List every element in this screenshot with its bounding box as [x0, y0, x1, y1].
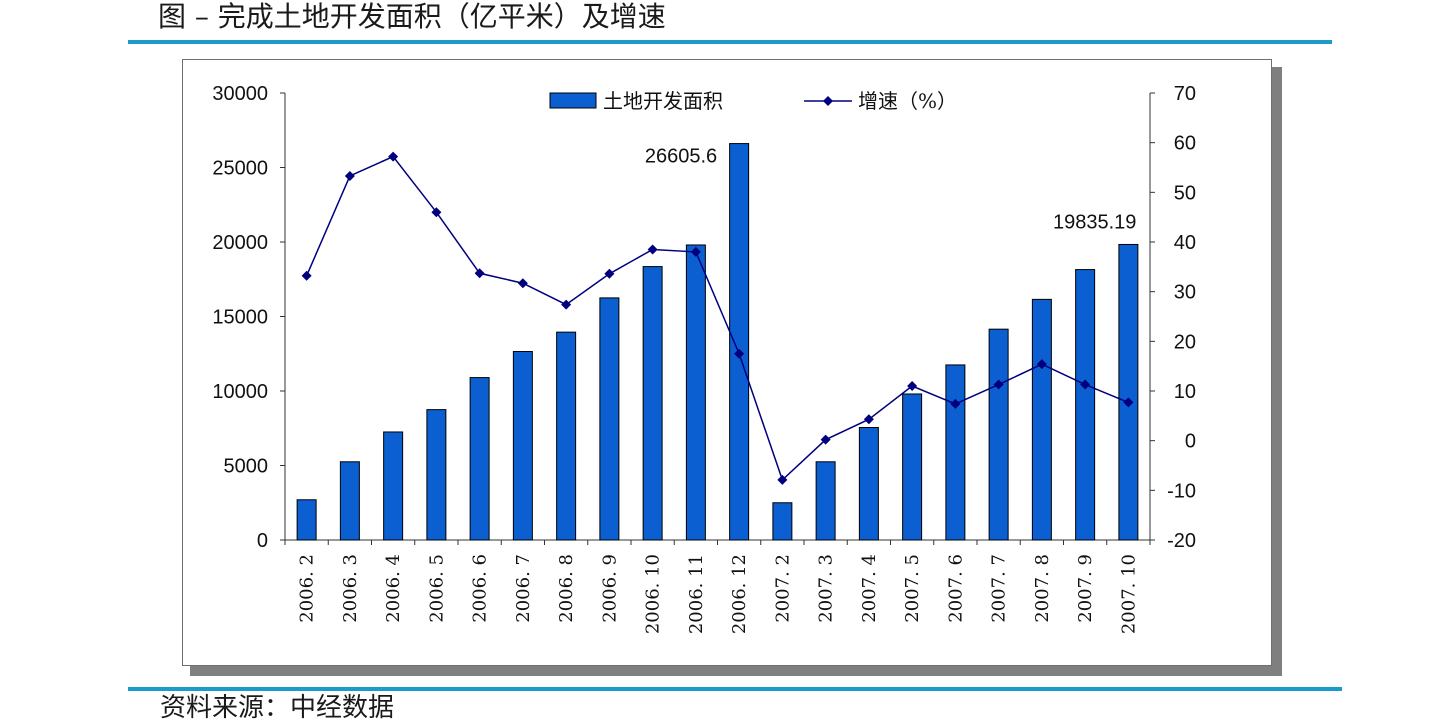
- bar: [512, 351, 533, 541]
- x-axis-tick-label: 2007. 8: [1032, 554, 1053, 623]
- left-axis-tick-label: 10000: [212, 381, 268, 403]
- legend-bar-label: 土地开发面积: [603, 89, 723, 113]
- bar: [383, 431, 404, 541]
- x-axis-tick-label: 2006. 11: [686, 554, 707, 634]
- left-axis-tick-label: 15000: [212, 307, 268, 329]
- right-axis-tick-label: 10: [1174, 381, 1196, 403]
- bar: [469, 377, 490, 541]
- growth-point: [907, 381, 918, 392]
- right-axis-tick-label: 50: [1174, 182, 1196, 204]
- right-axis-tick-label: -10: [1167, 480, 1196, 502]
- bottom-divider: [128, 687, 1342, 691]
- x-axis-tick-label: 2007. 4: [859, 554, 880, 623]
- bar: [858, 427, 879, 541]
- x-axis-tick-label: 2006. 6: [470, 554, 491, 623]
- legend-line-label: 增速（%）: [858, 89, 957, 113]
- right-axis-tick-label: 0: [1185, 431, 1196, 453]
- growth-line: [305, 155, 1129, 482]
- chart: 0 5000 10000 15000 20000 25000 30000 -20 -10 0 10 2…: [212, 83, 1196, 634]
- bar: [599, 297, 620, 541]
- growth-point: [647, 244, 658, 255]
- bar: [642, 266, 663, 541]
- x-axis-tick-label: 2006. 10: [643, 554, 664, 634]
- x-axis-tick-label: 2007. 7: [989, 554, 1010, 623]
- bar: [945, 364, 966, 541]
- left-axis-tick-label: 30000: [212, 83, 268, 105]
- legend-bar-swatch: [549, 92, 597, 109]
- bar: [685, 244, 706, 541]
- bar: [988, 328, 1009, 541]
- growth-point: [863, 414, 874, 425]
- growth-point: [517, 278, 528, 289]
- right-axis-tick-label: 60: [1174, 133, 1196, 155]
- growth-point: [777, 474, 788, 485]
- growth-point: [950, 398, 961, 409]
- data-label: 26605.6: [645, 146, 717, 168]
- x-axis-tick-label: 2007. 6: [945, 554, 966, 623]
- bar: [902, 393, 923, 541]
- right-axis-tick-label: -20: [1167, 530, 1196, 552]
- growth-point: [690, 246, 701, 257]
- growth-point: [604, 268, 615, 279]
- growth-point: [388, 151, 399, 162]
- source-note: 资料来源：中经数据: [160, 693, 395, 723]
- legend-line-marker: [823, 96, 833, 106]
- growth-point: [561, 299, 572, 310]
- right-axis-tick-label: 20: [1174, 331, 1196, 353]
- bar: [296, 499, 317, 541]
- x-axis-tick-label: 2006. 5: [426, 554, 447, 623]
- top-divider: [128, 40, 1332, 44]
- growth-point: [1036, 359, 1047, 370]
- bar: [815, 461, 836, 541]
- page-title: 图 – 完成土地开发面积（亿平米）及增速: [158, 0, 666, 33]
- x-axis-tick-label: 2007. 2: [772, 554, 793, 623]
- growth-point: [344, 170, 355, 181]
- data-label: 19835.19: [1053, 211, 1136, 233]
- left-axis-tick-label: 5000: [224, 456, 269, 478]
- x-axis-tick-label: 2006. 12: [729, 554, 750, 634]
- left-axis-tick-label: 25000: [212, 158, 268, 180]
- growth-point: [301, 270, 312, 281]
- x-axis-tick-label: 2006. 9: [599, 554, 620, 623]
- growth-point: [820, 434, 831, 445]
- x-axis-tick-label: 2007. 3: [816, 554, 837, 623]
- bar: [339, 461, 360, 541]
- x-axis-tick-label: 2007. 10: [1118, 554, 1139, 634]
- bar: [426, 409, 447, 541]
- right-axis-tick-label: 30: [1174, 282, 1196, 304]
- growth-point: [993, 379, 1004, 390]
- x-axis-tick-label: 2006. 2: [297, 554, 318, 623]
- growth-point: [1123, 397, 1134, 408]
- right-axis-tick-label: 70: [1174, 83, 1196, 105]
- growth-point: [734, 348, 745, 359]
- x-axis-tick-label: 2006. 8: [556, 554, 577, 623]
- growth-point: [1080, 379, 1091, 390]
- x-axis-tick-label: 2006. 7: [513, 554, 534, 623]
- bar: [772, 502, 793, 541]
- x-axis-tick-label: 2007. 9: [1075, 554, 1096, 623]
- right-axis-tick-label: 40: [1174, 232, 1196, 254]
- bar: [556, 331, 577, 541]
- bar: [1031, 298, 1052, 541]
- x-axis-tick-label: 2006. 3: [340, 554, 361, 623]
- x-axis-tick-label: 2007. 5: [902, 554, 923, 623]
- left-axis-tick-label: 0: [257, 530, 268, 552]
- bar: [1118, 243, 1139, 541]
- bar: [1075, 269, 1096, 541]
- growth-point: [474, 268, 485, 279]
- growth-point: [431, 207, 442, 218]
- bar: [729, 143, 750, 541]
- x-axis-tick-label: 2006. 4: [383, 554, 404, 623]
- left-axis-tick-label: 20000: [212, 232, 268, 254]
